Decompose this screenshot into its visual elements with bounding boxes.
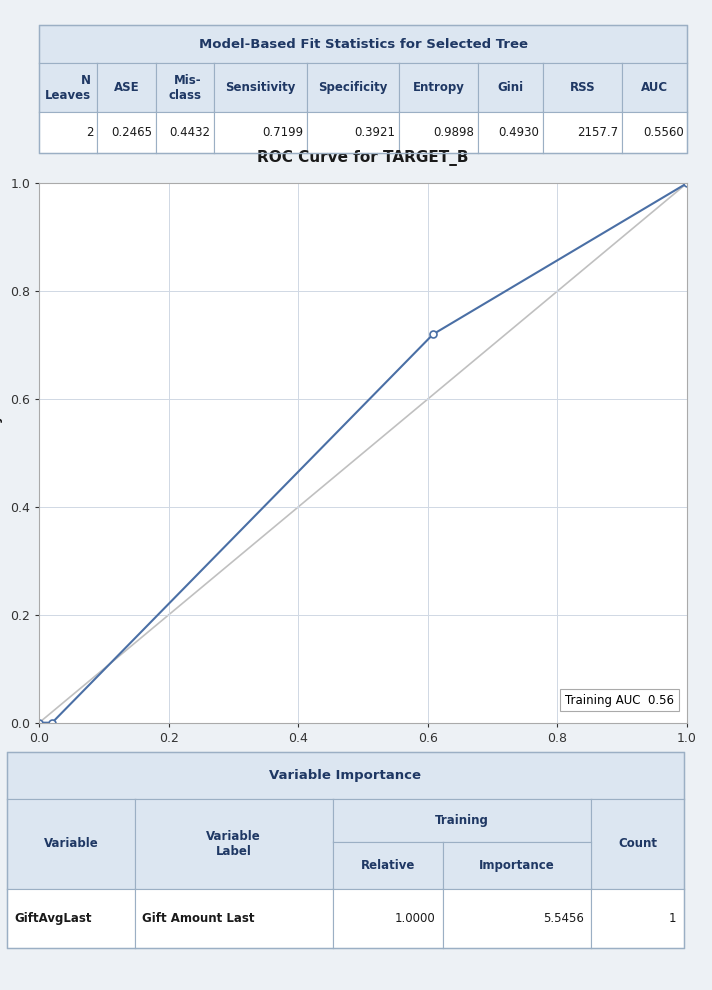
Y-axis label: Sensitivity: Sensitivity: [0, 413, 2, 493]
Text: Count: Count: [618, 838, 657, 850]
Text: 2157.7: 2157.7: [577, 127, 619, 140]
Text: Training AUC  0.56: Training AUC 0.56: [565, 694, 674, 707]
Text: 1: 1: [669, 912, 676, 925]
X-axis label: 1 - Specificity: 1 - Specificity: [312, 753, 414, 766]
Text: 0.2465: 0.2465: [111, 127, 152, 140]
Text: Sensitivity: Sensitivity: [225, 81, 295, 94]
Text: 0.9898: 0.9898: [434, 127, 474, 140]
Text: 2: 2: [86, 127, 94, 140]
Legend: Training: Training: [313, 785, 414, 808]
Text: Variable: Variable: [43, 838, 98, 850]
Text: Variable
Label: Variable Label: [206, 830, 261, 858]
Text: Training: Training: [435, 814, 489, 827]
Text: 0.4432: 0.4432: [169, 127, 211, 140]
Text: 0.5560: 0.5560: [643, 127, 684, 140]
Text: Importance: Importance: [479, 858, 555, 872]
Text: RSS: RSS: [570, 81, 595, 94]
Text: 1.0000: 1.0000: [395, 912, 436, 925]
Text: Gini: Gini: [498, 81, 523, 94]
Text: Gift Amount Last: Gift Amount Last: [142, 912, 254, 925]
Text: 5.5456: 5.5456: [543, 912, 585, 925]
Text: Variable Importance: Variable Importance: [269, 769, 422, 782]
Text: Mis-
class: Mis- class: [168, 74, 201, 102]
Text: AUC: AUC: [641, 81, 668, 94]
Text: Model-Based Fit Statistics for Selected Tree: Model-Based Fit Statistics for Selected …: [199, 38, 528, 50]
Text: Relative: Relative: [361, 858, 415, 872]
Text: N
Leaves: N Leaves: [46, 74, 91, 102]
Text: ASE: ASE: [114, 81, 140, 94]
Text: 0.4930: 0.4930: [498, 127, 540, 140]
Text: GiftAvgLast: GiftAvgLast: [14, 912, 92, 925]
Text: 0.7199: 0.7199: [262, 127, 303, 140]
Text: Entropy: Entropy: [412, 81, 464, 94]
Text: ROC Curve for TARGET_B: ROC Curve for TARGET_B: [257, 150, 469, 166]
Text: 0.3921: 0.3921: [355, 127, 396, 140]
Text: Specificity: Specificity: [318, 81, 387, 94]
